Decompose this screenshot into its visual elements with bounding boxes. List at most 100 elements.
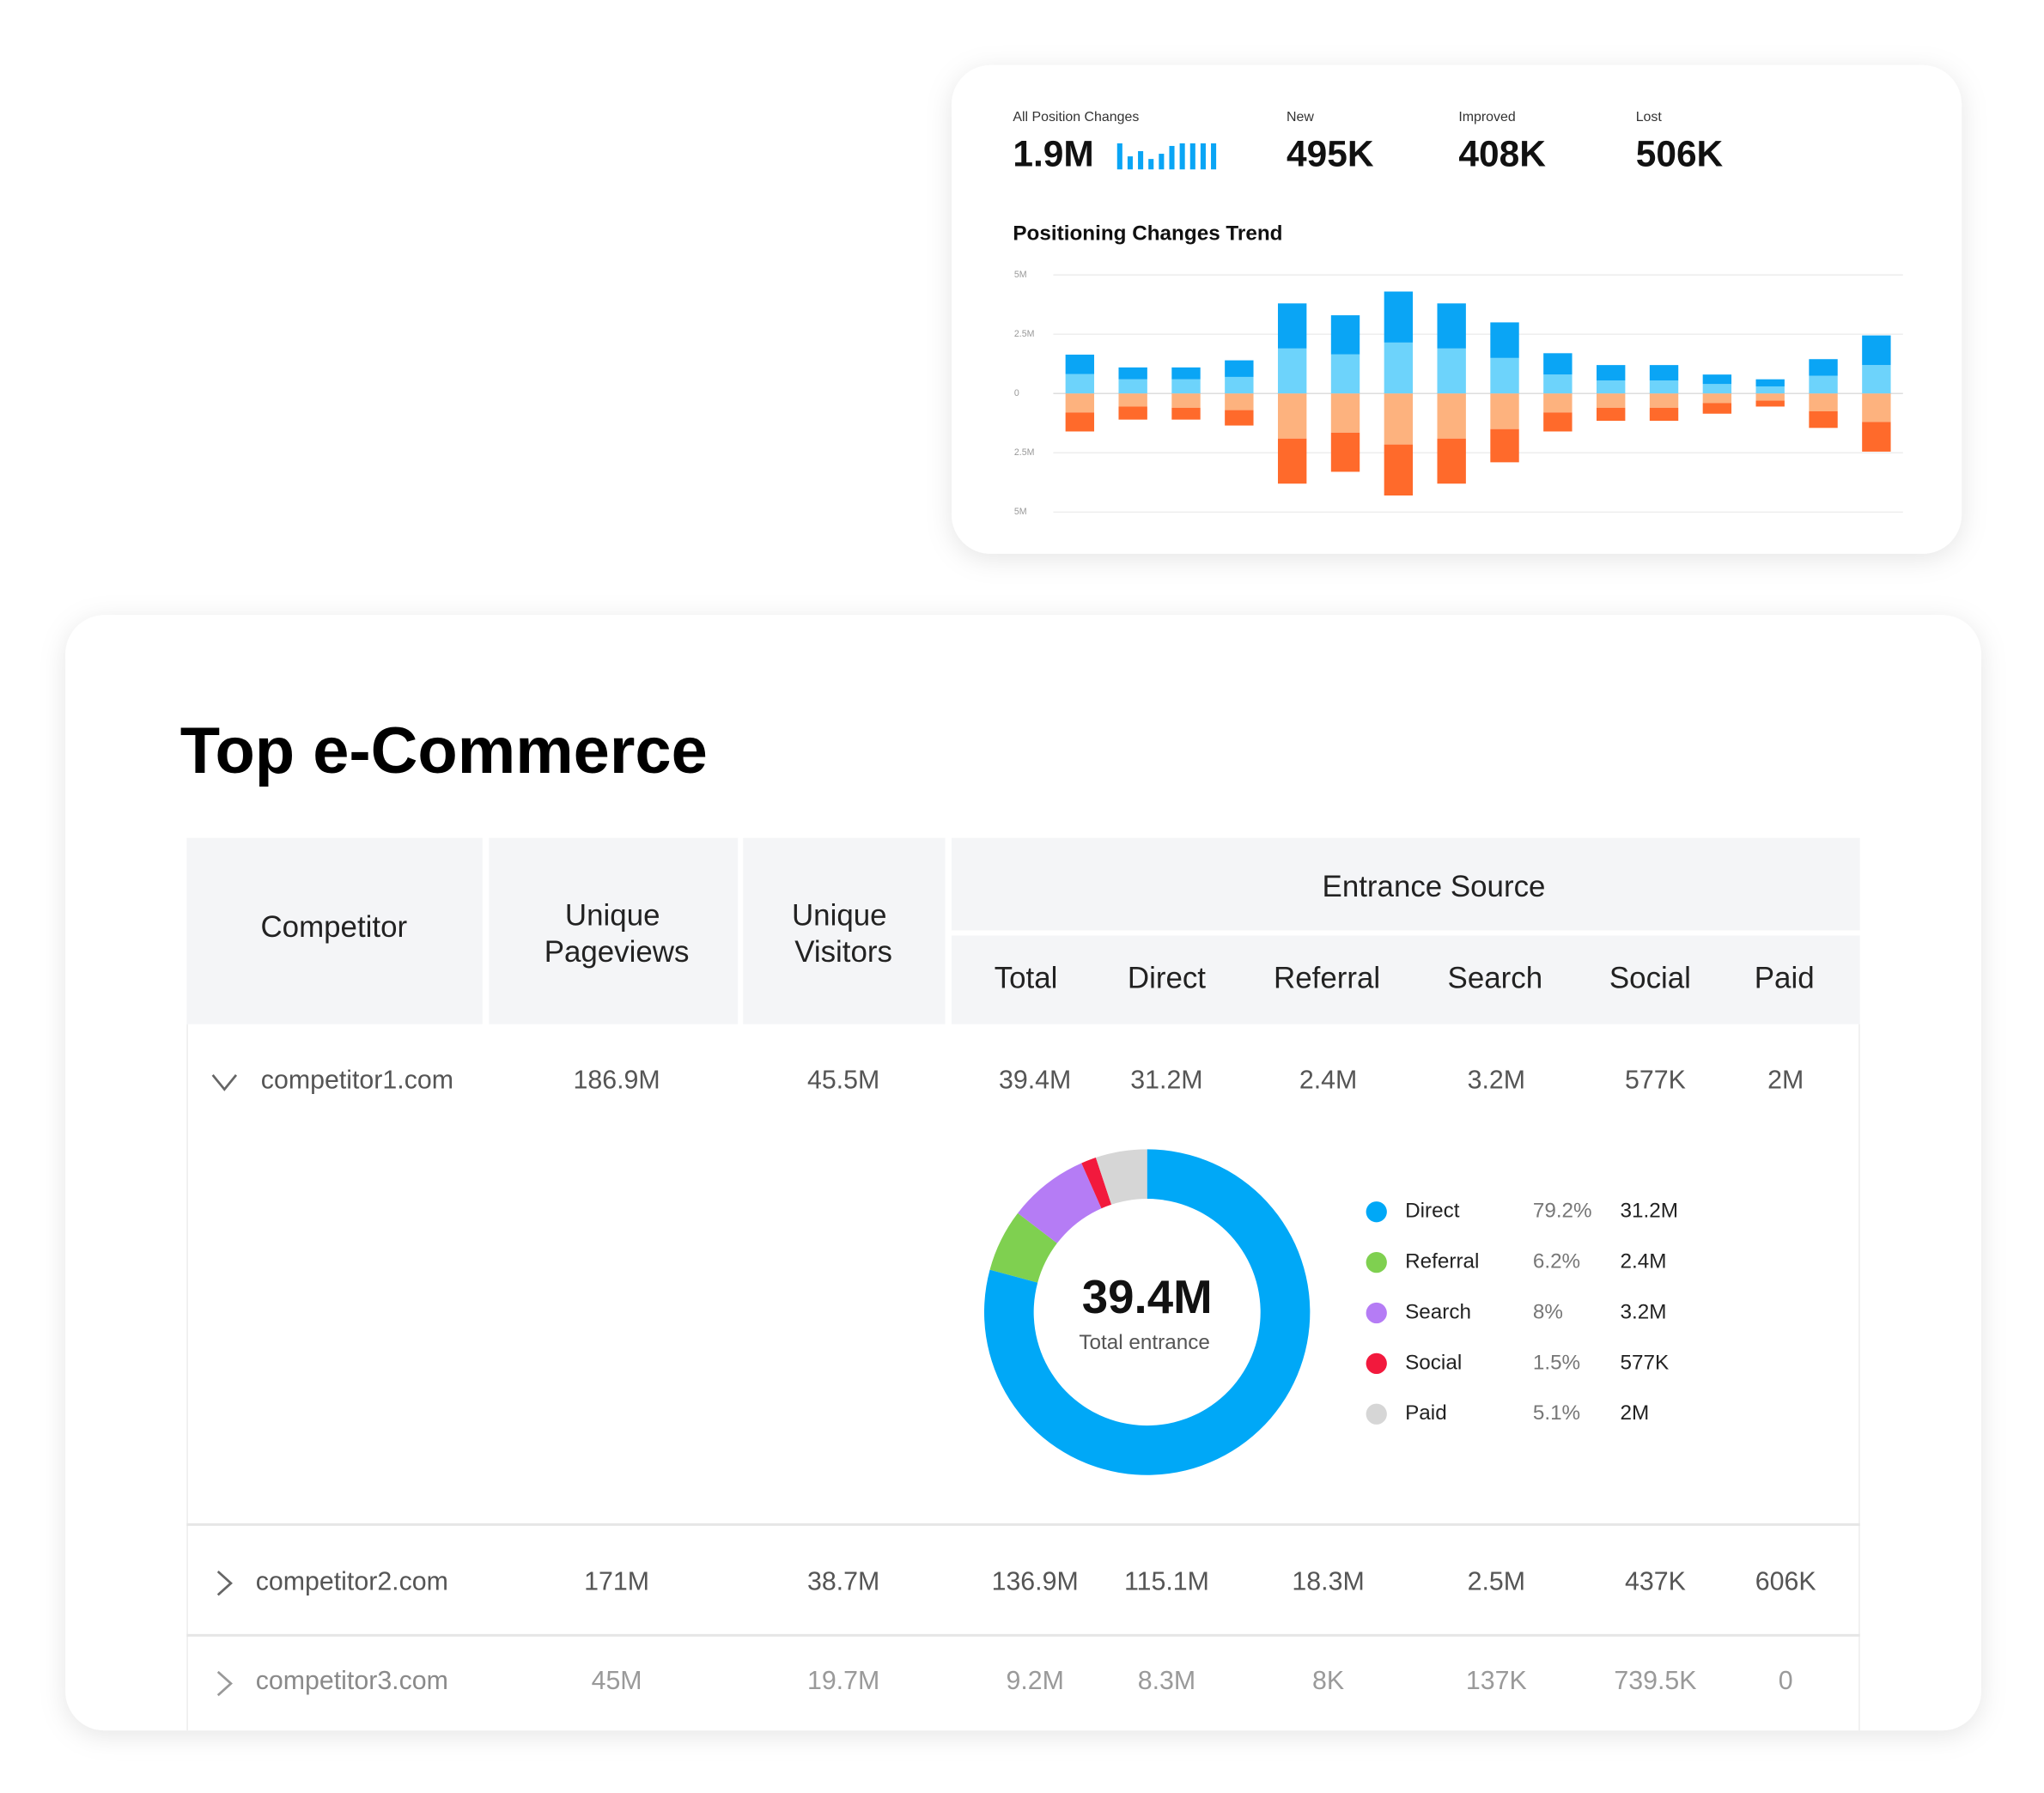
- bar-segment: [1171, 367, 1201, 380]
- table-cell: 45.5M: [807, 1066, 879, 1094]
- expand-chevron[interactable]: [216, 1571, 233, 1596]
- legend-dot: [1366, 1201, 1387, 1223]
- legend-dot: [1366, 1352, 1387, 1374]
- bar-segment: [1225, 376, 1254, 394]
- legend-label: Paid: [1405, 1401, 1447, 1425]
- table-cell: 31.2M: [1130, 1066, 1202, 1094]
- table-cell: 739.5K: [1614, 1667, 1696, 1695]
- table-cell: 2.5M: [1468, 1568, 1525, 1596]
- bar-segment: [1755, 393, 1785, 401]
- table-cell: 171M: [584, 1568, 649, 1596]
- bar-segment: [1225, 410, 1254, 426]
- bar-segment: [1437, 393, 1466, 439]
- table-cell: 18.3M: [1292, 1568, 1364, 1596]
- table-cell: 2M: [1767, 1066, 1804, 1094]
- bar-segment: [1702, 384, 1732, 394]
- legend-label: Social: [1405, 1351, 1462, 1374]
- bar-segment: [1597, 380, 1626, 394]
- bar-segment: [1809, 375, 1838, 394]
- bar-segment: [1755, 400, 1785, 407]
- bar-segment: [1702, 393, 1732, 404]
- kpi-label: New: [1287, 110, 1314, 125]
- kpi-label: All Position Changes: [1013, 110, 1139, 125]
- bar-segment: [1118, 393, 1147, 407]
- bar-segment: [1065, 412, 1095, 432]
- table-cell: 39.4M: [999, 1066, 1071, 1094]
- bar-segment: [1437, 438, 1466, 484]
- bar-segment: [1809, 393, 1838, 411]
- bar-segment: [1277, 438, 1307, 484]
- bar-segment: [1118, 367, 1147, 380]
- table-cell: 577K: [1625, 1066, 1686, 1094]
- donut-segment: [1018, 1163, 1102, 1243]
- legend-percent: 8%: [1533, 1300, 1563, 1323]
- bar-segment: [1543, 353, 1573, 375]
- kpi-value: 408K: [1458, 134, 1546, 174]
- legend-amount: 31.2M: [1621, 1200, 1678, 1223]
- legend-label: Referral: [1405, 1250, 1479, 1273]
- bar-segment: [1597, 393, 1626, 408]
- bar-segment: [1330, 432, 1360, 472]
- table-cell: 115.1M: [1124, 1568, 1209, 1596]
- donut-center-value: 39.4M: [1082, 1271, 1213, 1323]
- y-tick-label: 2.5M: [1014, 447, 1035, 458]
- table-cell: 606K: [1755, 1568, 1816, 1596]
- table-title: Top e-Commerce: [180, 714, 708, 787]
- bar-segment: [1277, 303, 1307, 349]
- header-cell: [489, 837, 739, 1024]
- table-cell: 38.7M: [807, 1568, 879, 1596]
- kpi-value: 495K: [1287, 134, 1374, 174]
- bar-segment: [1649, 407, 1679, 422]
- donut-segment: [989, 1213, 1057, 1283]
- table-cell: 0: [1779, 1667, 1793, 1695]
- donut-center-label: Total entrance: [1079, 1331, 1209, 1354]
- bar-segment: [1490, 357, 1519, 394]
- bar-segment: [1862, 393, 1891, 422]
- y-tick-label: 2.5M: [1014, 329, 1035, 339]
- kpi-label: Improved: [1458, 110, 1515, 125]
- bar-segment: [1171, 379, 1201, 394]
- subcolumn-header: Search: [1448, 961, 1543, 994]
- collapse-chevron[interactable]: [211, 1074, 238, 1091]
- legend-dot: [1366, 1251, 1387, 1273]
- legend-percent: 79.2%: [1533, 1200, 1592, 1223]
- bar-segment: [1862, 422, 1891, 452]
- subcolumn-header: Total: [995, 961, 1058, 994]
- chart-title: Positioning Changes Trend: [1013, 222, 1282, 246]
- donut-segment: [1081, 1158, 1112, 1209]
- table-cell: 186.9M: [573, 1066, 660, 1094]
- bar-segment: [1330, 393, 1360, 433]
- column-header: Unique Pageviews: [544, 898, 690, 968]
- y-tick-label: 5M: [1014, 270, 1027, 280]
- sparkline: [1116, 143, 1217, 170]
- bar-segment: [1597, 365, 1626, 381]
- table-cell: 9.2M: [1006, 1667, 1063, 1695]
- bar-segment: [1809, 359, 1838, 376]
- bar-segment: [1065, 374, 1095, 394]
- bar-segment: [1118, 379, 1147, 394]
- donut-segment: [983, 1149, 1311, 1475]
- donut-segment: [1095, 1149, 1147, 1205]
- table-cell: 45M: [592, 1667, 642, 1695]
- table-cell: 437K: [1625, 1568, 1686, 1596]
- expand-chevron[interactable]: [216, 1670, 233, 1697]
- kpi-value: 506K: [1636, 134, 1724, 174]
- subcolumn-header: Social: [1609, 961, 1691, 994]
- bar-segment: [1171, 407, 1201, 420]
- table-cell: 136.9M: [992, 1568, 1079, 1596]
- legend-amount: 3.2M: [1621, 1300, 1667, 1323]
- bar-segment: [1490, 393, 1519, 429]
- bar-segment: [1755, 379, 1785, 386]
- table-cell: 137K: [1466, 1667, 1527, 1695]
- bar-segment: [1384, 291, 1414, 343]
- subcolumn-header: Direct: [1128, 961, 1206, 994]
- table: Competitor Unique Pageviews Unique Visitor…: [186, 837, 1860, 1731]
- bar-segment: [1862, 335, 1891, 366]
- legend-label: Direct: [1405, 1200, 1460, 1223]
- bar-segment: [1437, 303, 1466, 349]
- y-tick-label: 5M: [1014, 507, 1027, 517]
- bar-segment: [1384, 342, 1414, 394]
- bar-segment: [1755, 386, 1785, 394]
